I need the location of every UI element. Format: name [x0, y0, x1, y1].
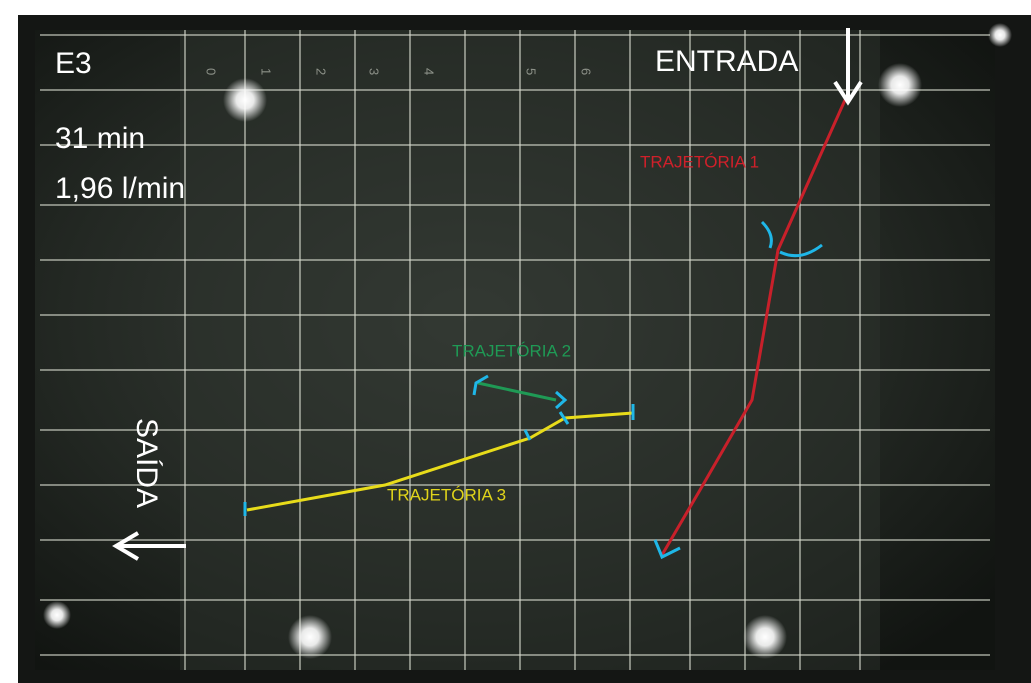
trajectory-label: TRAJETÓRIA 2	[452, 341, 571, 360]
experiment: E3	[55, 47, 92, 80]
time: 31 min	[55, 122, 145, 155]
grid-label: 1	[259, 68, 274, 75]
grid-label: 4	[422, 68, 437, 75]
trajectory-label: TRAJETÓRIA 3	[387, 485, 506, 504]
grid-label: 5	[524, 68, 539, 75]
photo: 0 1 2 3 4 5 6 TRAJETÓRIA 1 TRAJETÓRIA 2 …	[0, 0, 1031, 683]
page: 0 1 2 3 4 5 6 TRAJETÓRIA 1 TRAJETÓRIA 2 …	[0, 0, 1031, 683]
grid-label: 0	[204, 68, 219, 75]
entrance: ENTRADA	[655, 45, 798, 78]
exit: SAÍDA	[130, 418, 163, 508]
grid-label: 3	[367, 68, 382, 75]
grid-label: 2	[314, 68, 329, 75]
trajectory-label: TRAJETÓRIA 1	[640, 152, 759, 171]
grid-label: 6	[579, 68, 594, 75]
flow: 1,96 l/min	[55, 172, 185, 205]
